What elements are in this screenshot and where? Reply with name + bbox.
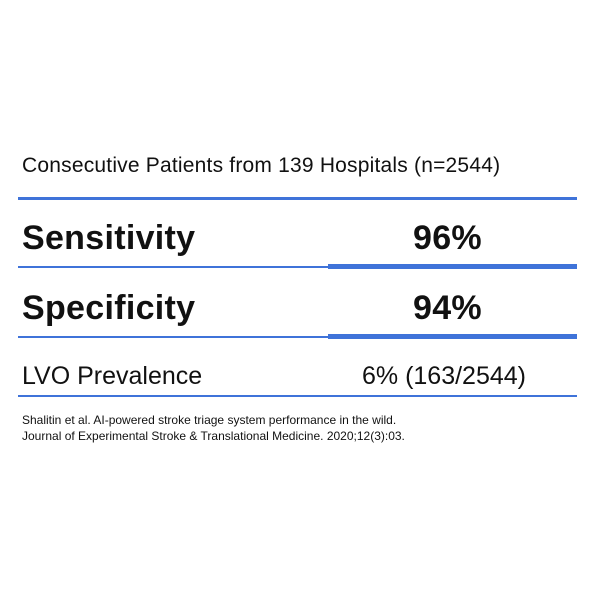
lvo-prevalence-label: LVO Prevalence	[22, 362, 203, 390]
specificity-divider-right	[328, 334, 577, 339]
header-divider	[18, 197, 577, 200]
sensitivity-divider-left	[18, 266, 328, 268]
sensitivity-value: 96%	[413, 219, 482, 257]
specificity-label: Specificity	[22, 289, 196, 327]
specificity-value: 94%	[413, 289, 482, 327]
citation-line-1: Shalitin et al. AI-powered stroke triage…	[22, 413, 397, 427]
header-title: Consecutive Patients from 139 Hospitals …	[22, 154, 501, 177]
citation-line-2: Journal of Experimental Stroke & Transla…	[22, 429, 405, 443]
specificity-divider-left	[18, 336, 328, 338]
citation: Shalitin et al. AI-powered stroke triage…	[22, 412, 405, 444]
lvo-divider	[18, 395, 577, 397]
lvo-prevalence-value: 6% (163/2544)	[362, 362, 527, 390]
sensitivity-label: Sensitivity	[22, 219, 196, 257]
sensitivity-divider-right	[328, 264, 577, 269]
